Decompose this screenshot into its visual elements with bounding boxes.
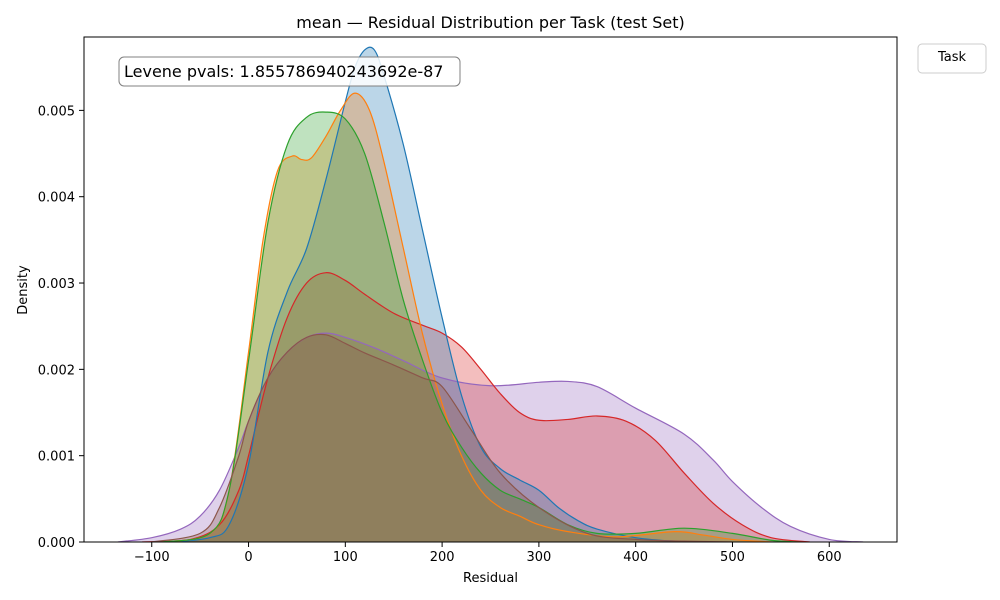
y-tick-label: 0.002 bbox=[38, 363, 75, 378]
x-tick-label: 200 bbox=[430, 550, 455, 565]
annotation-box: Levene pvals: 1.855786940243692e-87 bbox=[118, 56, 461, 87]
density-area-6 bbox=[151, 334, 733, 542]
y-tick-label: 0.004 bbox=[38, 191, 75, 206]
y-tick-label: 0.003 bbox=[38, 277, 75, 292]
density-area-2 bbox=[142, 272, 810, 542]
chart-title: mean — Residual Distribution per Task (t… bbox=[296, 13, 684, 32]
density-line-1 bbox=[117, 332, 864, 542]
x-tick-label: 0 bbox=[244, 550, 252, 565]
plot-frame bbox=[83, 36, 898, 543]
x-tick-label: 300 bbox=[526, 550, 551, 565]
density-line-5 bbox=[161, 111, 801, 542]
x-axis: −100 0 100 200 300 400 500 600 bbox=[134, 542, 842, 565]
density-line-6 bbox=[151, 333, 733, 542]
density-line-2 bbox=[142, 272, 810, 542]
density-area-3 bbox=[171, 47, 714, 542]
legend-title: Task bbox=[937, 50, 967, 65]
y-tick-label: 0.000 bbox=[38, 536, 75, 551]
density-area-5 bbox=[161, 112, 801, 542]
y-axis: 0.000 0.001 0.002 0.003 0.004 0.005 bbox=[38, 104, 84, 551]
density-area-1 bbox=[117, 333, 864, 542]
y-tick-label: 0.001 bbox=[38, 450, 75, 465]
y-axis-label: Density bbox=[16, 265, 31, 315]
legend[interactable]: Task bbox=[917, 43, 987, 74]
x-tick-label: −100 bbox=[134, 550, 170, 565]
density-line-3 bbox=[171, 46, 714, 542]
density-area-4 bbox=[161, 93, 772, 542]
x-tick-label: 500 bbox=[720, 550, 745, 565]
density-series bbox=[117, 46, 864, 542]
x-tick-label: 100 bbox=[333, 550, 358, 565]
x-tick-label: 400 bbox=[623, 550, 648, 565]
density-line-4 bbox=[161, 92, 772, 542]
x-tick-label: 600 bbox=[817, 550, 842, 565]
levene-annotation: Levene pvals: 1.855786940243692e-87 bbox=[124, 62, 443, 81]
x-axis-label: Residual bbox=[463, 571, 518, 586]
y-tick-label: 0.005 bbox=[38, 104, 75, 119]
